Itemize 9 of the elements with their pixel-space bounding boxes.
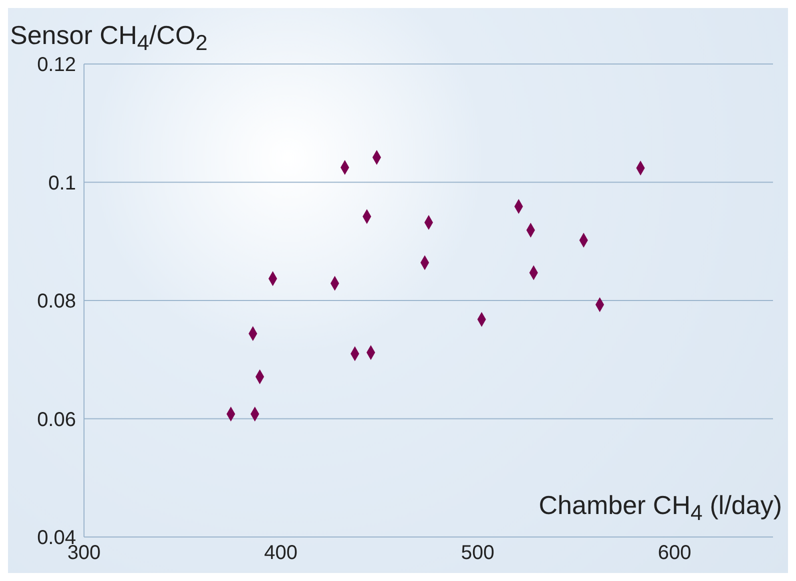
y-tick-label: 0.08 bbox=[37, 290, 76, 313]
x-tick-label: 600 bbox=[658, 542, 692, 564]
x-tick-label: 400 bbox=[264, 542, 298, 564]
y-axis-title: Sensor CH$_{4}$/CO$_{2}$ bbox=[10, 20, 208, 56]
x-axis-title: Chamber CH$_{4}$ (l/day) bbox=[538, 490, 782, 526]
y-tick-label: 0.12 bbox=[37, 54, 76, 76]
x-tick-label: 500 bbox=[461, 542, 494, 564]
y-tick-label: 0.1 bbox=[48, 172, 76, 194]
y-tick-label: 0.06 bbox=[37, 408, 76, 431]
